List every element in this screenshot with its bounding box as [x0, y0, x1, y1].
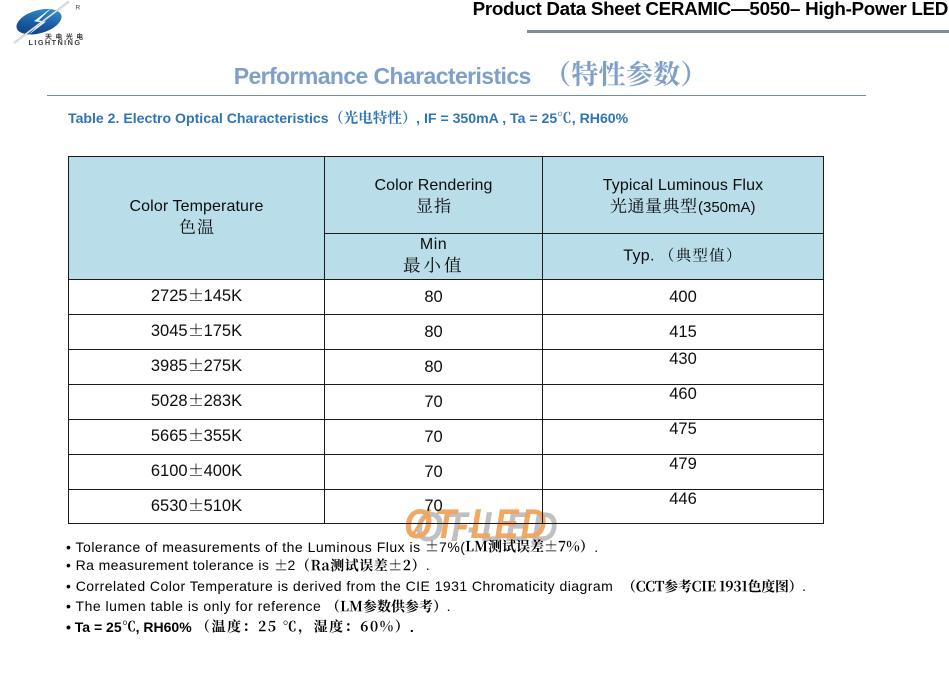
- svg-text:R: R: [75, 5, 80, 12]
